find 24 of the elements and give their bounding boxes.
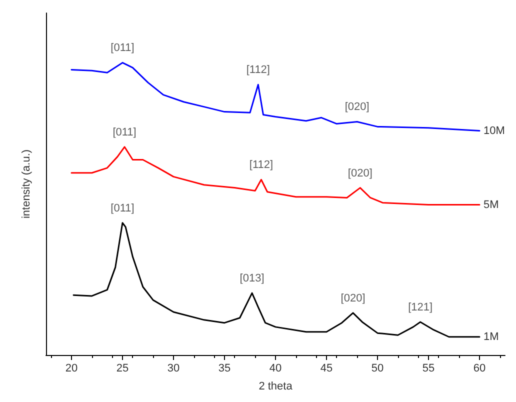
annotation: [020] bbox=[348, 167, 372, 180]
y-axis-title: intensity (a.u.) bbox=[20, 149, 32, 219]
x-tick-label: 40 bbox=[269, 362, 282, 374]
x-tick-label: 55 bbox=[422, 362, 435, 374]
annotation: [011] bbox=[110, 202, 134, 214]
x-tick-label: 30 bbox=[167, 362, 180, 374]
annotation: [020] bbox=[344, 101, 370, 114]
x-tick-label: 20 bbox=[65, 362, 78, 374]
annotation: [020] bbox=[340, 292, 366, 304]
x-axis-title: 2 theta bbox=[258, 380, 294, 392]
annotation: [121] bbox=[408, 301, 433, 314]
annotation: [112] bbox=[249, 159, 274, 172]
series-label: 1M bbox=[484, 330, 499, 343]
x-tick-label: 45 bbox=[320, 362, 333, 374]
annotation: [011] bbox=[112, 126, 136, 138]
annotation: [011] bbox=[110, 42, 134, 54]
x-tick-label: 25 bbox=[116, 362, 129, 374]
x-tick-label: 60 bbox=[473, 362, 486, 374]
x-tick-label: 50 bbox=[371, 362, 384, 374]
annotation: [013] bbox=[240, 272, 264, 285]
series-label: 5M bbox=[484, 198, 499, 211]
annotation: [112] bbox=[246, 64, 270, 76]
series-label: 10M bbox=[484, 124, 505, 137]
x-tick-label: 35 bbox=[218, 362, 231, 374]
